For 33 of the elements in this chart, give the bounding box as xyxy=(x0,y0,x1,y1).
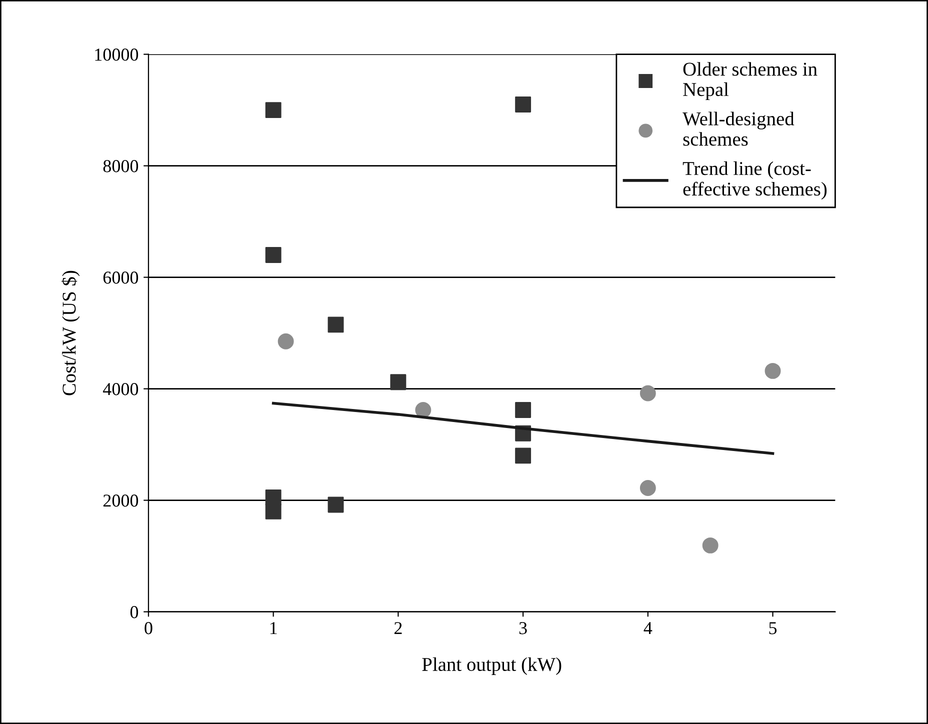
point xyxy=(764,362,781,379)
y-tick-label: 2000 xyxy=(103,494,138,507)
point xyxy=(515,448,532,464)
point xyxy=(278,333,294,350)
y-tick-label: 6000 xyxy=(103,272,138,284)
point xyxy=(265,247,282,263)
y-tick-label: 10000 xyxy=(95,48,138,61)
point xyxy=(515,402,532,418)
point xyxy=(640,385,656,402)
x-axis-title: Plant output (kW) xyxy=(422,657,562,675)
line-series xyxy=(272,402,774,455)
y-tick-label: 0 xyxy=(130,606,138,618)
point xyxy=(702,537,718,554)
x-tick-label: 5 xyxy=(769,622,777,634)
legend-label: Trend line (cost- effective schemes) xyxy=(682,161,827,200)
x-tick-label: 1 xyxy=(270,622,277,634)
x-tick-label: 3 xyxy=(519,622,527,634)
x-tick-label: 2 xyxy=(394,622,402,634)
y-tick-label: 4000 xyxy=(103,383,138,396)
point xyxy=(265,503,282,520)
point xyxy=(390,374,406,390)
legend-label: Well-designed schemes xyxy=(682,112,794,146)
y-tick-label: 8000 xyxy=(103,160,138,172)
x-tick-label: 0 xyxy=(144,622,152,634)
point xyxy=(328,316,344,333)
point xyxy=(328,496,344,513)
point xyxy=(515,96,532,112)
point xyxy=(265,102,282,118)
x-tick-label: 4 xyxy=(644,622,652,634)
point xyxy=(640,480,656,496)
legend-label: Older schemes in Nepal xyxy=(683,62,818,100)
point xyxy=(415,402,432,418)
y-axis-title: Cost/kW (US $) xyxy=(62,270,80,396)
